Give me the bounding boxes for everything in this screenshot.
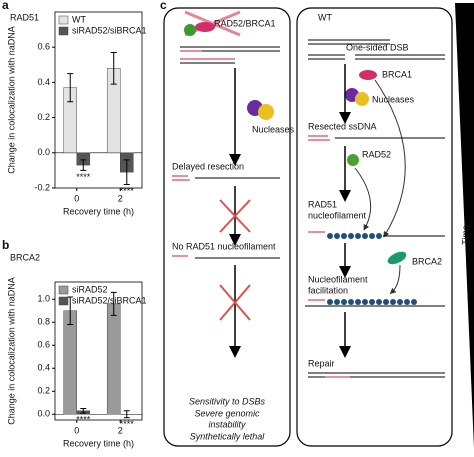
y-axis-label: Change in colocalization with naDNA [6, 26, 16, 174]
left-track: RAD52/BRCA1 Nucleases Delayed resection … [172, 10, 295, 441]
right-track: WT One-sided DSB BRCA1 Nucleases Resecte… [305, 12, 445, 378]
chart-title: BRCA2 [10, 252, 40, 262]
diagram: c Time RAD52/BRCA1 Nucleases Delayed res… [160, 0, 474, 448]
frame [54, 11, 143, 189]
bar [106, 303, 121, 415]
error-bar [123, 410, 130, 419]
label: RAD52 [362, 149, 391, 159]
x-axis-label: Recovery time (h) [63, 206, 134, 216]
label: Resected ssDNA [308, 121, 377, 131]
legend-swatch [58, 296, 69, 306]
error-bar [110, 291, 117, 316]
y-tick-label: 0.4 [37, 363, 50, 373]
y-tick-label: 0.2 [37, 112, 50, 122]
x-tick-label: 2 [118, 193, 123, 203]
legend-swatch [58, 285, 69, 295]
significance: **** [120, 186, 135, 196]
y-tick-label: 0.2 [37, 386, 50, 396]
y-tick-label: 0.0 [37, 147, 50, 157]
error-bar [123, 159, 130, 185]
y-tick-label: -0.2 [34, 182, 50, 192]
x-tick-label: 0 [74, 193, 79, 203]
label: WT [318, 12, 332, 22]
frame [54, 281, 143, 421]
label: No RAD51 nucleofilament [172, 241, 276, 251]
right-box [296, 7, 453, 447]
label: Nucleofilament [308, 274, 368, 284]
label: BRCA1 [382, 69, 412, 79]
significance: **** [120, 419, 135, 429]
panel-label: c [160, 0, 167, 12]
legend-label: siRAD52/siBRCA1 [72, 295, 147, 305]
time-label: Time [460, 225, 470, 245]
legend-label: WT [72, 14, 86, 24]
legend-swatch [58, 26, 69, 36]
error-bar [110, 51, 117, 85]
outcome: Severe genomic [194, 408, 260, 418]
time-wedge [455, 3, 474, 448]
label: Repair [308, 358, 335, 368]
legend-swatch [58, 15, 69, 25]
error-bar [80, 408, 87, 414]
x-tick-label: 0 [74, 425, 79, 435]
bar [63, 310, 78, 415]
y-tick-label: 0.6 [37, 42, 50, 52]
x-tick-label: 2 [118, 425, 123, 435]
significance: **** [76, 414, 91, 424]
panel-label: a [2, 0, 9, 12]
y-tick-label: 0.4 [37, 77, 50, 87]
panel-label: b [2, 238, 9, 252]
outcome: instability [208, 419, 246, 429]
y-tick-label: 0.8 [37, 317, 50, 327]
label: RAD51 [308, 199, 337, 209]
y-tick-label: 0.6 [37, 340, 50, 350]
label: Delayed resection [172, 161, 244, 171]
label: BRCA2 [412, 256, 442, 266]
label: Nucleases [372, 94, 415, 104]
legend-label: siRAD52/siBRCA1 [72, 25, 147, 35]
chart-title: RAD51 [10, 12, 39, 22]
label: Nucleases [252, 124, 295, 134]
y-axis-label: Change in colocalization with naDNA [6, 277, 16, 425]
error-bar [80, 159, 87, 171]
label: One-sided DSB [346, 42, 409, 52]
error-bar [67, 73, 74, 103]
label: RAD52/BRCA1 [214, 18, 276, 28]
outcome: Synthetically lethal [190, 431, 266, 441]
legend-label: siRAD52 [72, 284, 108, 294]
label: nucleofilament [308, 210, 367, 220]
y-tick-label: 0.0 [37, 409, 50, 419]
label: facilitation [308, 285, 348, 295]
outcome: Sensitivity to DSBs [189, 396, 266, 406]
y-tick-label: 1.0 [37, 294, 50, 304]
significance: **** [76, 172, 91, 182]
x-axis-label: Recovery time (h) [63, 438, 134, 448]
left-box [163, 7, 291, 447]
